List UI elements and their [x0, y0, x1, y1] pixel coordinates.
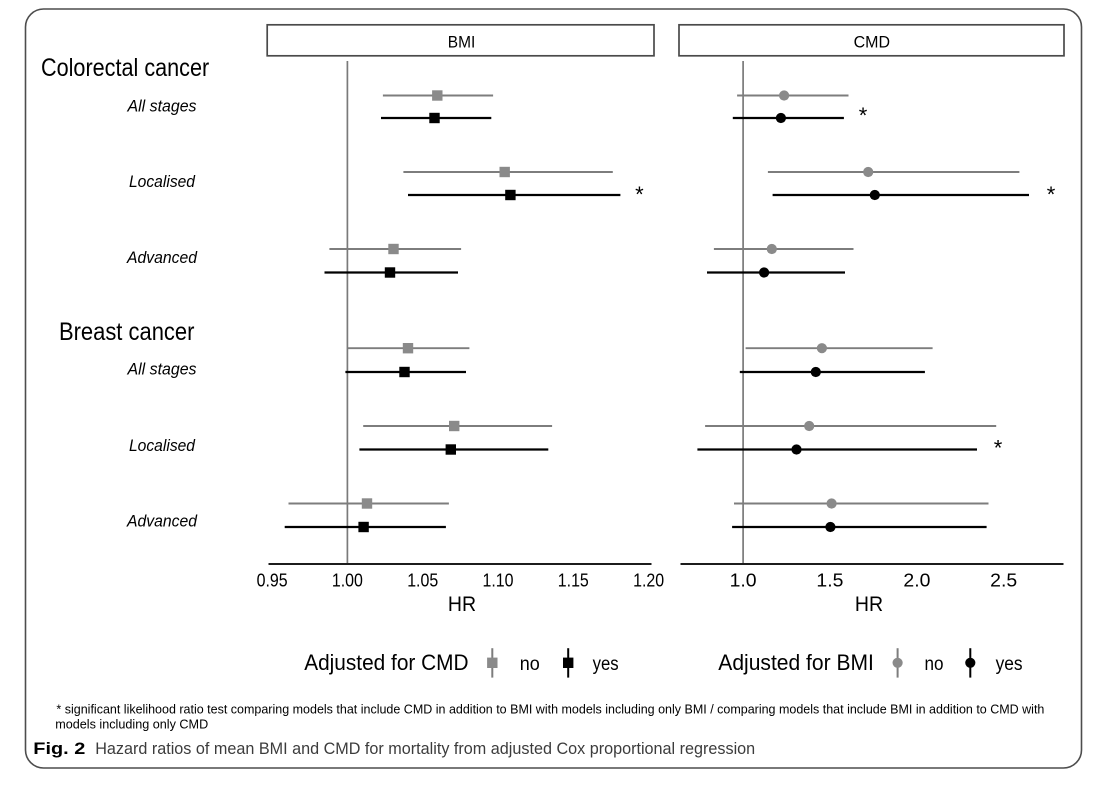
svg-text:* significant likelihood ratio: * significant likelihood ratio test comp…	[56, 702, 1044, 717]
svg-text:1.15: 1.15	[558, 570, 589, 591]
svg-text:Adjusted for BMI: Adjusted for BMI	[718, 650, 874, 675]
svg-text:1.10: 1.10	[483, 570, 514, 591]
svg-text:1.00: 1.00	[332, 570, 363, 591]
svg-text:0.95: 0.95	[257, 570, 288, 591]
svg-text:BMI: BMI	[448, 32, 476, 51]
svg-text:Advanced: Advanced	[126, 248, 197, 267]
svg-text:Localised: Localised	[129, 172, 195, 191]
svg-text:*: *	[859, 103, 868, 128]
svg-text:1.5: 1.5	[816, 570, 843, 591]
svg-text:*: *	[1047, 182, 1056, 207]
svg-text:1.0: 1.0	[730, 570, 757, 591]
svg-text:Colorectal cancer: Colorectal cancer	[41, 54, 209, 82]
svg-text:Adjusted for CMD: Adjusted for CMD	[304, 650, 468, 675]
svg-text:Breast cancer: Breast cancer	[59, 318, 195, 346]
svg-text:models including only CMD: models including only CMD	[55, 717, 208, 732]
svg-text:Hazard ratios of mean BMI and: Hazard ratios of mean BMI and CMD for mo…	[95, 740, 755, 758]
svg-text:no: no	[925, 654, 944, 675]
svg-text:All stages: All stages	[127, 359, 197, 378]
svg-text:1.20: 1.20	[633, 570, 664, 591]
svg-text:no: no	[520, 654, 540, 675]
svg-text:Localised: Localised	[129, 436, 195, 455]
svg-text:*: *	[635, 182, 644, 207]
svg-text:2.0: 2.0	[903, 570, 930, 591]
svg-text:Fig. 2: Fig. 2	[33, 739, 85, 758]
svg-text:yes: yes	[593, 654, 619, 675]
svg-text:HR: HR	[855, 592, 883, 616]
svg-text:HR: HR	[448, 592, 476, 616]
svg-text:All stages: All stages	[127, 97, 197, 116]
svg-text:*: *	[994, 435, 1003, 460]
svg-text:1.05: 1.05	[407, 570, 438, 591]
svg-text:2.5: 2.5	[990, 570, 1017, 591]
svg-text:Advanced: Advanced	[126, 512, 197, 531]
svg-text:CMD: CMD	[854, 32, 890, 51]
svg-text:yes: yes	[996, 654, 1023, 675]
